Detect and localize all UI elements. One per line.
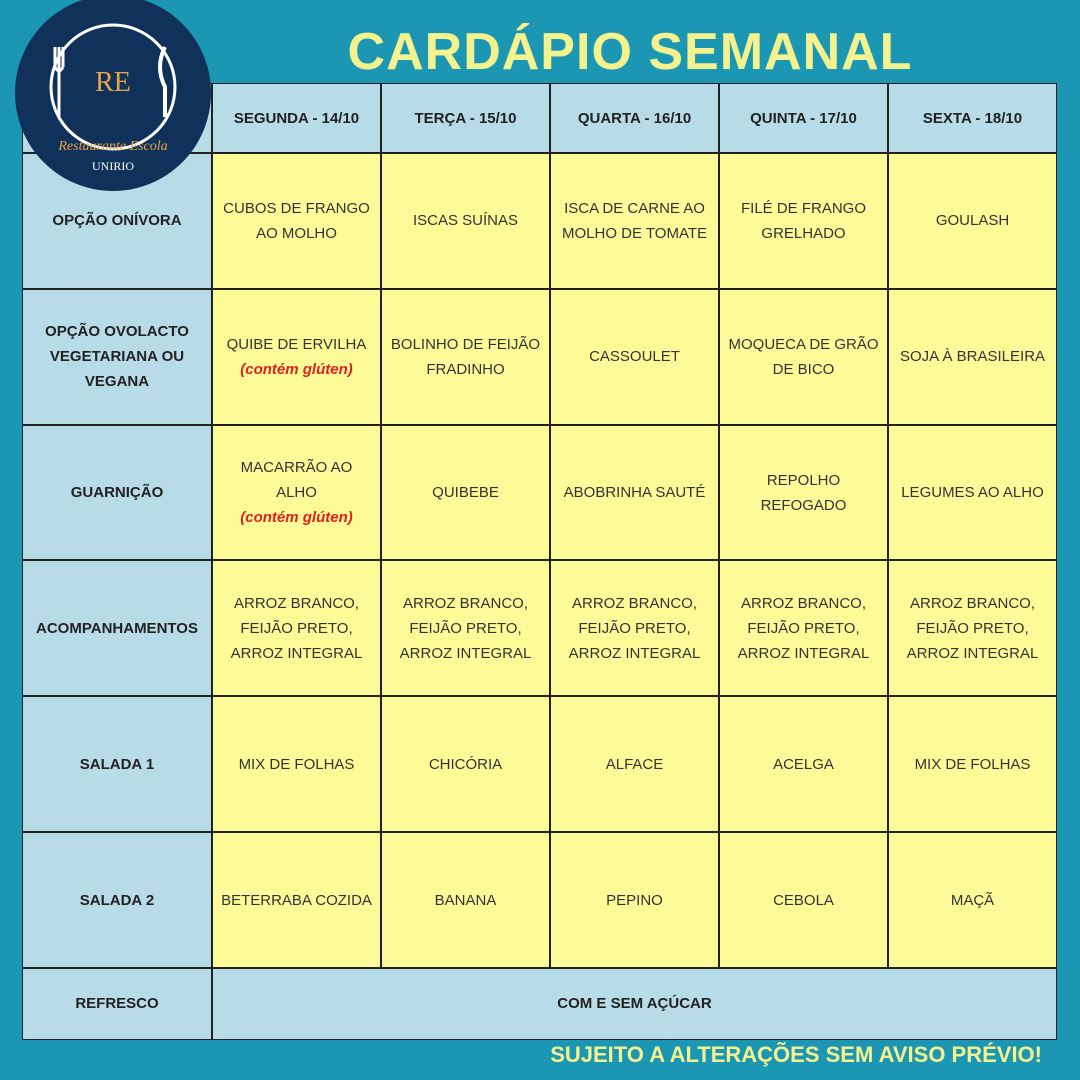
row-label: OPÇÃO OVOLACTO VEGETARIANA OU VEGANA	[23, 289, 211, 424]
allergen-note: (contém glúten)	[240, 360, 353, 378]
menu-cell: ALFACE	[551, 697, 718, 832]
column-header: QUARTA - 16/10	[551, 84, 718, 152]
menu-cell: MOQUECA DE GRÃO DE BICO	[720, 289, 887, 424]
menu-cell: MIX DE FOLHAS	[889, 697, 1056, 832]
menu-cell: REPOLHO REFOGADO	[720, 425, 887, 560]
menu-cell: MIX DE FOLHAS	[213, 697, 380, 832]
row-label: SALADA 2	[23, 833, 211, 967]
menu-cell: ARROZ BRANCO, FEIJÃO PRETO, ARROZ INTEGR…	[382, 561, 549, 696]
menu-cell: QUIBE DE ERVILHA (contém glúten)	[213, 289, 380, 424]
menu-cell: SOJA À BRASILEIRA	[889, 289, 1056, 424]
dish-text: MACARRÃO AO ALHO	[240, 459, 353, 502]
menu-cell: MACARRÃO AO ALHO (contém glúten)	[213, 425, 380, 560]
logo-institution: UNIRIO	[92, 159, 134, 173]
menu-cell: CEBOLA	[720, 833, 887, 967]
menu-cell: ARROZ BRANCO, FEIJÃO PRETO, ARROZ INTEGR…	[551, 561, 718, 696]
menu-cell: QUIBEBE	[382, 425, 549, 560]
menu-cell: GOULASH	[889, 154, 1056, 288]
footer-note: SUJEITO A ALTERAÇÕES SEM AVISO PRÉVIO!	[550, 1042, 1042, 1067]
menu-cell: ARROZ BRANCO, FEIJÃO PRETO, ARROZ INTEGR…	[720, 561, 887, 696]
column-header: SEGUNDA - 14/10	[213, 84, 380, 152]
menu-cell: CUBOS DE FRANGO AO MOLHO	[213, 154, 380, 288]
row-label: GUARNIÇÃO	[23, 425, 211, 560]
row-label: REFRESCO	[23, 968, 211, 1039]
column-header: QUINTA - 17/10	[720, 84, 887, 152]
menu-cell: BETERRABA COZIDA	[213, 833, 380, 967]
logo-name: Restaurante Escola	[57, 139, 167, 154]
menu-cell: ISCAS SUÍNAS	[382, 154, 549, 288]
logo-art: RE Restaurante Escola UNIRIO	[49, 23, 177, 173]
row-label: SALADA 1	[23, 697, 211, 832]
row-label: ACOMPANHAMENTOS	[23, 561, 211, 696]
menu-cell: ISCA DE CARNE AO MOLHO DE TOMATE	[551, 154, 718, 288]
menu-cell: ARROZ BRANCO, FEIJÃO PRETO, ARROZ INTEGR…	[213, 561, 380, 696]
menu-cell: LEGUMES AO ALHO	[889, 425, 1056, 560]
menu-cell: CASSOULET	[551, 289, 718, 424]
menu-cell: BOLINHO DE FEIJÃO FRADINHO	[382, 289, 549, 424]
dish-text: QUIBE DE ERVILHA	[226, 335, 367, 353]
menu-cell: MAÇÃ	[889, 833, 1056, 967]
menu-cell: ABOBRINHA SAUTÉ	[551, 425, 718, 560]
menu-cell: ACELGA	[720, 697, 887, 832]
logo: RE Restaurante Escola UNIRIO	[15, 0, 211, 191]
logo-initials: RE	[95, 67, 131, 98]
menu-cell: BANANA	[382, 833, 549, 967]
menu-cell: CHICÓRIA	[382, 697, 549, 832]
menu-cell: PEPINO	[551, 833, 718, 967]
column-header: TERÇA - 15/10	[382, 84, 549, 152]
title: CARDÁPIO SEMANAL	[347, 23, 913, 81]
menu-cell: ARROZ BRANCO, FEIJÃO PRETO, ARROZ INTEGR…	[889, 561, 1056, 696]
menu-cell: COM E SEM AÇÚCAR	[213, 968, 1056, 1039]
menu-table: SEGUNDA - 14/10 TERÇA - 15/10 QUARTA - 16/…	[22, 83, 1057, 1040]
column-header: SEXTA - 18/10	[889, 84, 1056, 152]
menu-cell: FILÉ DE FRANGO GRELHADO	[720, 154, 887, 288]
allergen-note: (contém glúten)	[240, 509, 353, 527]
